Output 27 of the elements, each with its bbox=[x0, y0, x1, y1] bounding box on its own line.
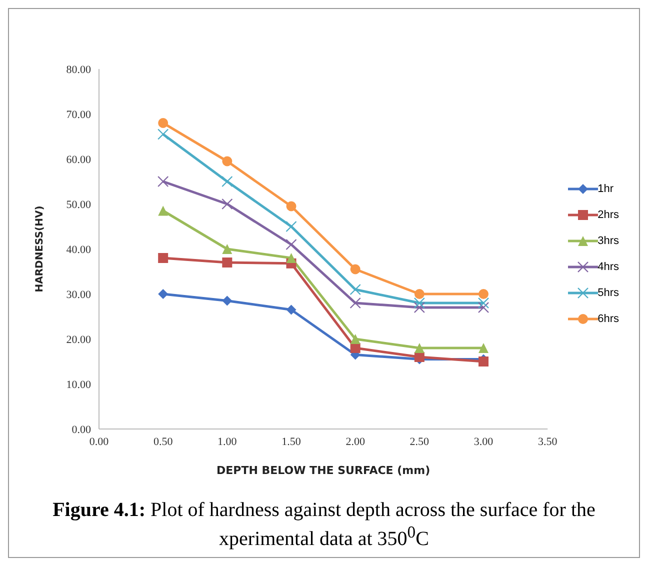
x-tick-label: 1.00 bbox=[218, 436, 238, 448]
y-tick-label: 20.00 bbox=[66, 334, 92, 346]
y-tick-label: 50.00 bbox=[66, 198, 92, 211]
x-tick-label: 2.00 bbox=[346, 436, 366, 448]
x-tick-label: 2.50 bbox=[410, 436, 430, 448]
caption: Figure 4.1: bbox=[52, 499, 147, 521]
x-axis-title: DEPTH BELOW THE SURFACE (mm) bbox=[216, 464, 430, 477]
y-axis-title: HARDNESS(HV) bbox=[34, 206, 46, 292]
y-tick-label: 0.00 bbox=[72, 424, 92, 436]
y-tick-label: 80.00 bbox=[66, 64, 92, 76]
legend-label: 6hrs bbox=[598, 313, 619, 325]
legend-label: 1hr bbox=[598, 183, 614, 195]
x-tick-label: 3.50 bbox=[538, 436, 558, 448]
y-tick-label: 70.00 bbox=[66, 108, 92, 121]
y-tick-label: 40.00 bbox=[66, 244, 92, 256]
y-tick-label: 60.00 bbox=[66, 154, 92, 166]
x-tick-label: 0.50 bbox=[153, 436, 174, 448]
x-tick-label: 1.50 bbox=[282, 436, 302, 448]
x-tick-label: 3.00 bbox=[474, 436, 494, 448]
legend-label: 4hrs bbox=[598, 261, 619, 273]
legend-label: 5hrs bbox=[598, 287, 619, 299]
y-tick-label: 30.00 bbox=[66, 288, 92, 301]
text: Plot of hardness against depth across the surface for the xperimental data at 350$^{0}$C bbox=[150, 499, 596, 550]
x-tick-label: 0.00 bbox=[89, 436, 110, 448]
y-tick-label: 10.00 bbox=[66, 378, 92, 391]
legend-label: 3hrs bbox=[598, 235, 619, 247]
legend-label: 2hrs bbox=[598, 209, 619, 221]
